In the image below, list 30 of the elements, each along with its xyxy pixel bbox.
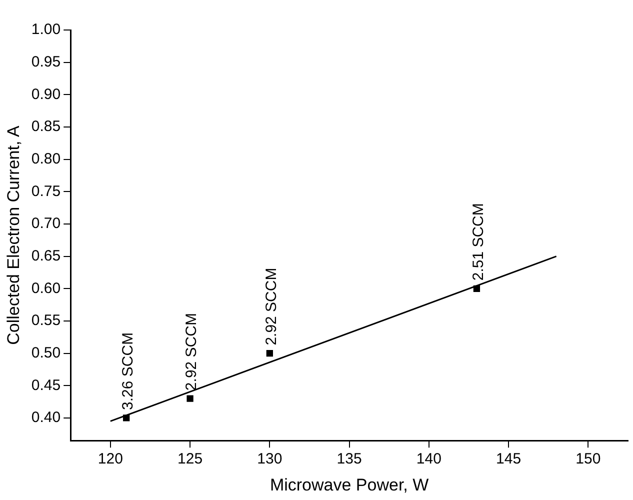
y-tick-label: 0.65 — [31, 247, 61, 264]
point — [266, 350, 273, 357]
annotation: 2.51 SCCM — [470, 203, 487, 281]
x-tick-label: 145 — [496, 450, 522, 468]
annotation: 2.92 SCCM — [262, 268, 280, 346]
y-tick-label: 0.85 — [31, 118, 61, 136]
x-tick-label: 125 — [178, 450, 203, 468]
y-tick-label: 1.00 — [31, 21, 61, 38]
y-tick-label: 0.90 — [31, 86, 61, 103]
y-tick-label: 0.70 — [31, 215, 61, 232]
point — [123, 414, 130, 422]
y-tick-label: 0.40 — [31, 409, 61, 426]
y-tick-label: 0.80 — [31, 150, 61, 168]
y-axis-title: Collected Electron Current, A — [4, 125, 23, 345]
x-tick-label: 150 — [576, 450, 601, 468]
y-tick-label: 0.55 — [31, 312, 61, 330]
y-tick-label: 0.75 — [31, 182, 61, 200]
x-tick-label: 135 — [336, 450, 362, 468]
point — [473, 285, 480, 292]
x-tick-label: 140 — [416, 450, 442, 468]
x-tick-label: 130 — [257, 450, 282, 468]
annotation: 2.92 SCCM — [183, 313, 200, 391]
y-tick-label: 0.45 — [31, 376, 61, 394]
y-tick-label: 0.60 — [31, 280, 61, 297]
annotation: 3.26 SCCM — [119, 332, 136, 410]
point — [186, 395, 194, 402]
y-tick-label: 0.95 — [31, 53, 61, 70]
x-tick-label: 120 — [98, 450, 123, 468]
x-axis-title: Microwave Power, W — [270, 475, 429, 494]
y-tick-label: 0.50 — [31, 344, 61, 362]
